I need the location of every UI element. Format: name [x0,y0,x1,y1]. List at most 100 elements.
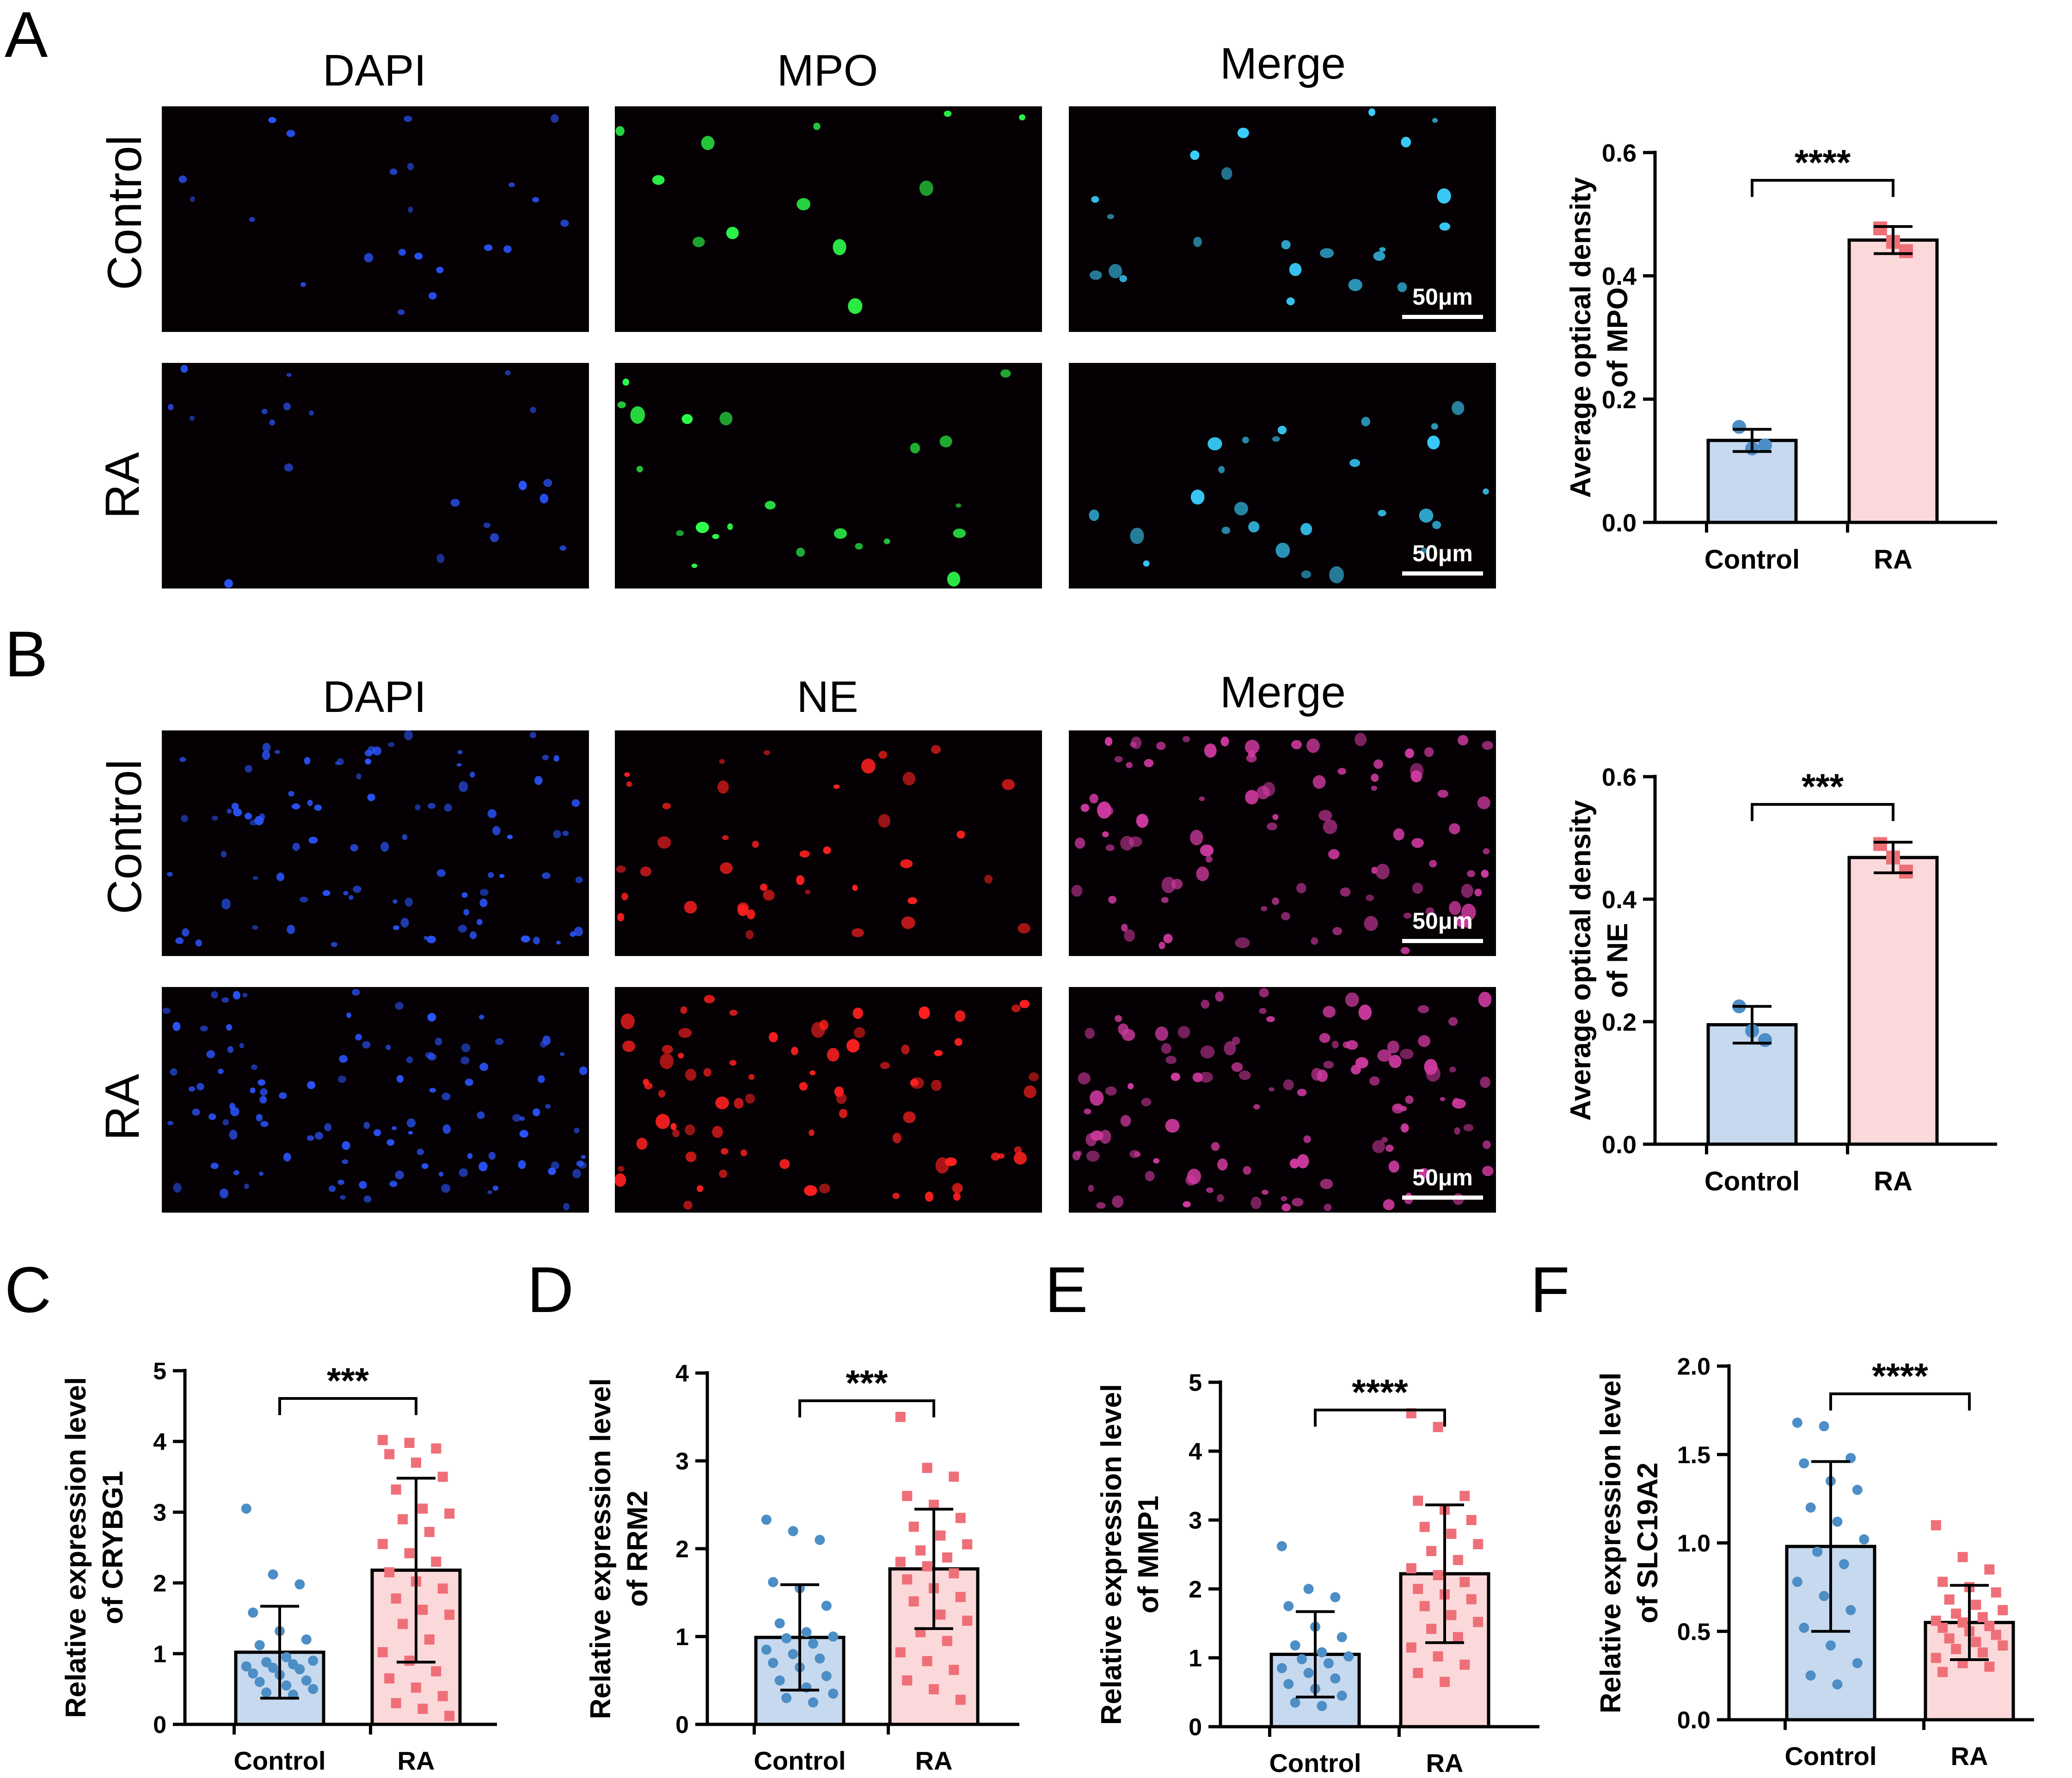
micrograph-b-control-dapi [162,730,589,956]
cell-field [616,745,1030,939]
cell [374,1129,381,1136]
cell [1324,1203,1332,1211]
cell [1355,1057,1368,1068]
data-point [1971,1637,1981,1647]
cell [1235,937,1250,948]
cell [227,1046,233,1053]
cell [1128,836,1142,847]
data-point [1984,1564,1995,1575]
cell [1080,803,1090,812]
cell [678,1028,692,1038]
cell [436,554,445,563]
significance-label: **** [1795,142,1851,183]
data-point [915,1545,926,1556]
cell [167,872,173,877]
data-point [1937,1576,1948,1587]
scale-bar-label: 50μm [1412,540,1473,566]
cell [1448,1017,1458,1026]
cell [910,1079,919,1086]
cell [219,1189,229,1199]
cell [1201,999,1210,1009]
cell [1372,1140,1385,1153]
cell [392,925,399,930]
cell [556,940,561,944]
cell [662,803,671,809]
cell [660,1053,674,1069]
cell [1159,942,1165,950]
cell [1221,527,1231,534]
data-point [761,1514,772,1525]
data-point [417,1503,428,1514]
cell [364,253,374,263]
cell [1136,814,1149,828]
cell [956,830,965,839]
cell [1237,128,1249,138]
cell [337,1179,344,1185]
cell [349,895,354,900]
data-point [1413,1584,1423,1594]
cell [1323,819,1337,834]
cell [1217,1194,1224,1202]
cell [1102,831,1109,838]
cell [509,182,515,187]
cell [229,1129,238,1140]
cell [180,365,188,373]
data-point [1303,1584,1314,1594]
data-point [935,1530,946,1541]
data-point [1453,1632,1463,1643]
data-point [444,1609,455,1620]
cell [521,935,530,943]
cell [1301,570,1312,578]
cell [170,1068,178,1076]
cell [245,813,252,820]
cell [919,1006,930,1019]
cell [227,809,232,814]
y-axis-label-line1: Average optical density [1565,800,1597,1121]
cell [622,378,630,386]
cell [1291,740,1302,749]
cell [560,220,569,227]
significance-bracket [1314,1409,1446,1427]
cell [1296,883,1306,894]
cell [1358,1004,1372,1020]
cell [1329,566,1344,583]
data-point [908,1521,919,1532]
cell [636,1138,648,1150]
cell [1243,1166,1251,1175]
cell [1328,849,1340,859]
cell [1200,844,1214,857]
cell [1317,1069,1328,1082]
cell [392,899,398,904]
cell [559,545,567,551]
cell [435,1037,442,1046]
cell [210,1162,219,1169]
cell [652,175,665,185]
data-point [1276,1663,1287,1674]
cell [356,773,362,780]
cell [1319,1033,1330,1043]
cell [346,1012,351,1018]
cell [470,931,477,939]
y-tick-label: 3 [153,1500,166,1527]
cell [656,1114,670,1129]
cell [1224,1041,1236,1055]
cell [952,1183,963,1194]
cell [620,1013,635,1030]
data-point [1317,1701,1327,1711]
cell [861,759,876,774]
cell [287,925,295,934]
x-category-label: RA [915,1746,953,1775]
cell [935,1157,950,1174]
x-category-label: RA [1874,1166,1913,1196]
cell [681,414,693,424]
cell [1199,796,1205,801]
cell [331,942,337,947]
data-point [404,1655,415,1666]
data-point [1991,1587,2001,1598]
cell [760,883,768,891]
cell [1200,1045,1215,1059]
data-point [1984,1662,1995,1672]
y-tick-label: 0.2 [1602,386,1637,414]
cell [1289,263,1302,276]
cell [406,1056,413,1063]
